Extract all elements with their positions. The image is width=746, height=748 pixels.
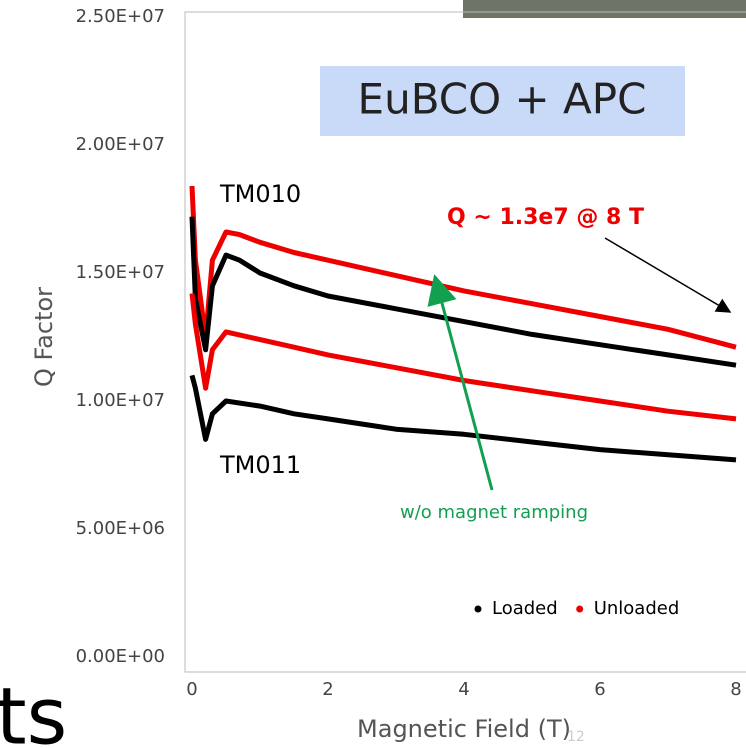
series-line [189, 216, 737, 368]
legend-marker [576, 605, 584, 613]
legend-marker [474, 605, 482, 613]
y-tick-label: 5.00E+06 [76, 518, 165, 539]
x-tick-label: 0 [186, 679, 197, 700]
annotation: TM011 [219, 451, 301, 479]
title-box [320, 66, 685, 136]
x-tick-label: 6 [594, 679, 605, 700]
x-tick-label: 4 [458, 679, 469, 700]
y-axis-title: Q Factor [30, 287, 58, 387]
x-tick-label: 2 [322, 679, 333, 700]
series-group [189, 185, 737, 463]
legend-label: Loaded [492, 598, 558, 619]
slide-text: ts [0, 672, 67, 748]
x-axis-title: Magnetic Field (T) [357, 715, 571, 743]
annotation: Q ~ 1.3e7 @ 8 T [447, 205, 644, 230]
annotation: TM010 [219, 180, 301, 208]
y-tick-label: 2.50E+07 [76, 6, 165, 27]
page-number: 12 [567, 729, 585, 745]
photo-fragment [463, 0, 746, 18]
y-tick-label: 1.50E+07 [76, 262, 165, 283]
annotation: w/o magnet ramping [400, 502, 588, 523]
y-tick-label: 1.00E+07 [76, 390, 165, 411]
plot-frame [184, 11, 746, 673]
arrow [427, 274, 494, 491]
y-tick-label: 0.00E+00 [76, 646, 165, 667]
series-line [189, 293, 737, 422]
legend: Loaded Unloaded [474, 598, 680, 619]
axes: 0.00E+00 5.00E+06 1.00E+07 1.50E+07 2.00E+07… [76, 6, 742, 700]
y-tick-label: 2.00E+07 [76, 134, 165, 155]
legend-label: Unloaded [594, 598, 680, 619]
arrow [604, 237, 732, 313]
chart-title: EuBCO + APC [358, 75, 647, 124]
x-tick-label: 8 [730, 679, 741, 700]
series-line [189, 374, 737, 463]
